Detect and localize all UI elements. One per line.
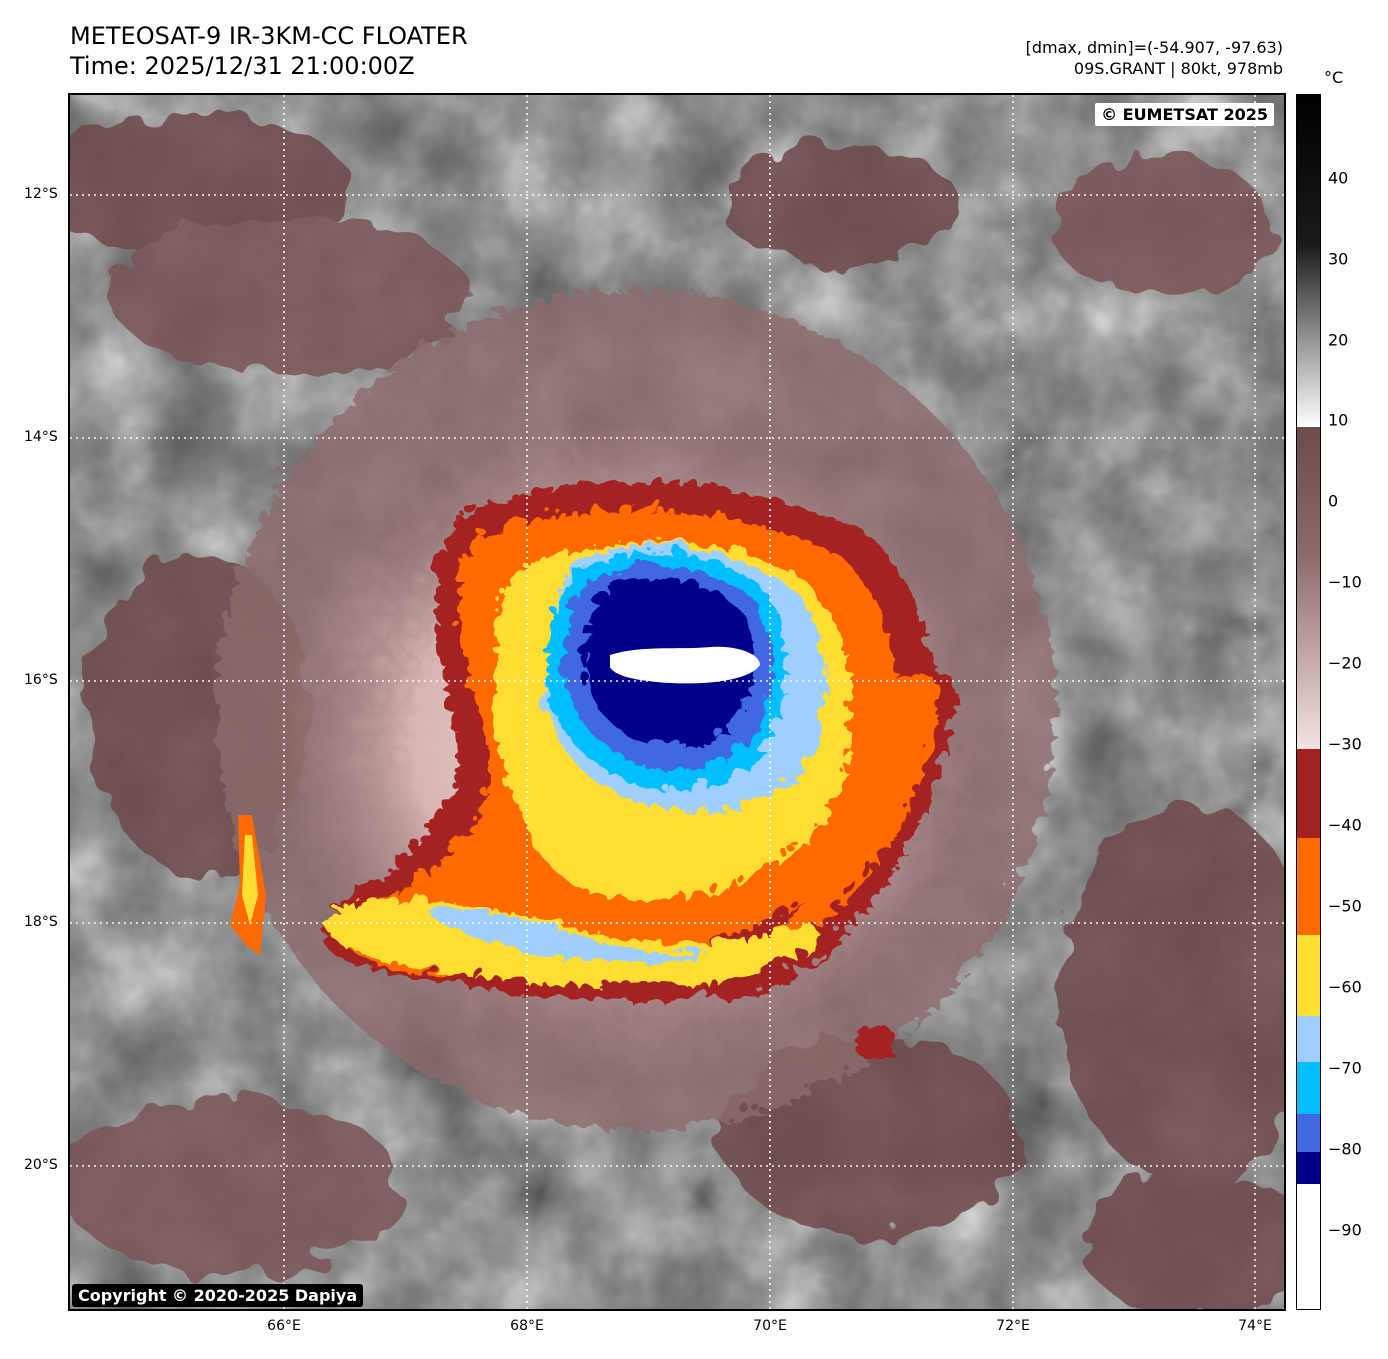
cbar-tick-10: 10 [1328,410,1349,430]
title-line-2: Time: 2025/12/31 21:00:00Z [70,52,415,80]
info-line-2: 09S.GRANT | 80kt, 978mb [1073,59,1283,78]
cbar-tick-minus60: −60 [1328,977,1362,997]
lat-label-12s: 12°S [24,186,58,202]
copyright-credit: Copyright © 2020-2025 Dapiya [72,1284,364,1307]
lon-label-74e: 74°E [1238,1318,1272,1334]
cbar-tick-40: 40 [1328,168,1349,188]
satellite-map[interactable]: © EUMETSAT 2025 Copyright © 2020-2025 Da… [68,93,1286,1311]
cbar-tick-20: 20 [1328,330,1349,350]
cbar-tick-minus70: −70 [1328,1058,1362,1078]
colorbar-unit: °C [1324,68,1344,87]
cbar-tick-minus10: −10 [1328,572,1362,592]
lat-label-14s: 14°S [24,429,58,445]
lon-label-70e: 70°E [753,1318,787,1334]
cbar-tick-minus30: −30 [1328,734,1362,754]
lat-label-16s: 16°S [24,672,58,688]
cbar-tick-minus90: −90 [1328,1220,1362,1240]
cbar-tick-0: 0 [1328,491,1339,511]
lon-label-72e: 72°E [996,1318,1030,1334]
cbar-tick-minus80: −80 [1328,1139,1362,1159]
cbar-tick-30: 30 [1328,249,1349,269]
info-line-1: [dmax, dmin]=(-54.907, -97.63) [1025,38,1283,57]
cbar-tick-minus20: −20 [1328,653,1362,673]
cbar-tick-minus40: −40 [1328,815,1362,835]
satellite-imagery [70,95,1284,1309]
lon-label-68e: 68°E [510,1318,544,1334]
lon-label-66e: 66°E [267,1318,301,1334]
cbar-tick-minus50: −50 [1328,896,1362,916]
eumetsat-credit: © EUMETSAT 2025 [1095,103,1274,126]
lat-label-20s: 20°S [24,1157,58,1173]
temperature-colorbar [1296,94,1321,1310]
title-line-1: METEOSAT-9 IR-3KM-CC FLOATER [70,22,468,50]
lat-label-18s: 18°S [24,914,58,930]
